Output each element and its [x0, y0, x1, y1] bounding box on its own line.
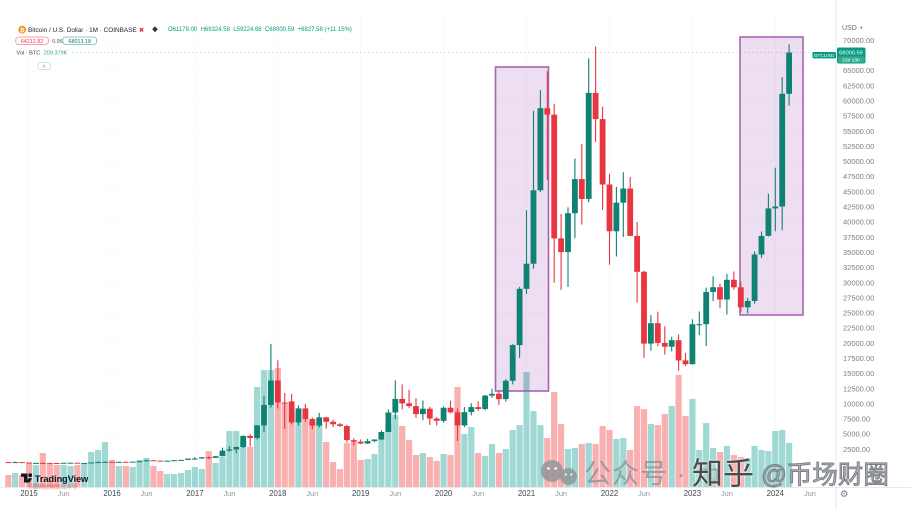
svg-text:˄: ˄	[43, 64, 46, 70]
svg-text:22500.00: 22500.00	[843, 324, 874, 333]
svg-text:2018: 2018	[269, 489, 286, 498]
svg-text:Jun: Jun	[472, 489, 484, 498]
svg-text:Vol · BTC: Vol · BTC	[16, 51, 40, 57]
svg-text:64212.82: 64212.82	[21, 39, 43, 45]
svg-text:2500.00: 2500.00	[843, 445, 870, 454]
svg-text:TradingView: TradingView	[35, 473, 89, 484]
svg-text:68013.18: 68013.18	[68, 39, 90, 45]
svg-text:2020: 2020	[435, 489, 453, 498]
svg-text:30000.00: 30000.00	[843, 278, 874, 287]
svg-text:Bitcoin / U.S. Dollar · 1M · C: Bitcoin / U.S. Dollar · 1M · COINBASE	[28, 27, 137, 34]
svg-text:Jun: Jun	[223, 489, 235, 498]
svg-text:57500.00: 57500.00	[843, 112, 874, 121]
svg-text:20000.00: 20000.00	[843, 339, 874, 348]
svg-text:45000.00: 45000.00	[843, 187, 874, 196]
svg-text:✖: ✖	[139, 27, 144, 34]
svg-text:27500.00: 27500.00	[843, 293, 874, 302]
svg-text:2021: 2021	[518, 489, 535, 498]
svg-text:0.96: 0.96	[52, 39, 63, 45]
svg-text:2016: 2016	[103, 489, 120, 498]
svg-text:60000.00: 60000.00	[843, 97, 874, 106]
svg-text:12500.00: 12500.00	[843, 384, 874, 393]
svg-text:Jun: Jun	[141, 489, 153, 498]
svg-text:₿: ₿	[20, 27, 25, 34]
svg-text:Jun: Jun	[306, 489, 318, 498]
svg-text:62500.00: 62500.00	[843, 81, 874, 90]
svg-text:O61178.00 H69324.58 L59224.6: O61178.00 H69324.58 L59224.68 C68000.59 …	[168, 27, 352, 33]
svg-text:50000.00: 50000.00	[843, 157, 874, 166]
svg-text:42500.00: 42500.00	[843, 203, 874, 212]
svg-text:15000.00: 15000.00	[843, 369, 874, 378]
svg-text:10000.00: 10000.00	[843, 399, 874, 408]
svg-text:65000.00: 65000.00	[843, 66, 874, 75]
svg-text:40000.00: 40000.00	[843, 218, 874, 227]
svg-text:Jun: Jun	[638, 489, 650, 498]
svg-text:▾: ▾	[860, 26, 863, 32]
svg-text:35000.00: 35000.00	[843, 248, 874, 257]
svg-text:55000.00: 55000.00	[843, 127, 874, 136]
svg-text:2024: 2024	[767, 489, 785, 498]
svg-text:Jun: Jun	[721, 489, 733, 498]
svg-text:47500.00: 47500.00	[843, 172, 874, 181]
svg-text:68000.59: 68000.59	[839, 51, 863, 57]
svg-text:公众号 · 币: 公众号 · 币	[584, 459, 723, 489]
svg-text:BTCUSD: BTCUSD	[814, 53, 835, 59]
svg-text:209.379K: 209.379K	[44, 51, 68, 57]
svg-text:23d 10h: 23d 10h	[842, 58, 860, 64]
svg-text:Jun: Jun	[58, 489, 70, 498]
svg-text:52500.00: 52500.00	[843, 142, 874, 151]
svg-text:币圈财经微信公众号: 币圈财经微信公众号	[27, 483, 78, 491]
svg-text:知乎: 知乎	[692, 457, 754, 492]
svg-text:2022: 2022	[601, 489, 618, 498]
svg-text:2015: 2015	[20, 489, 38, 498]
svg-text:25000.00: 25000.00	[843, 309, 874, 318]
svg-text:2023: 2023	[684, 489, 701, 498]
svg-text:⚙: ⚙	[840, 489, 849, 500]
svg-text:Jun: Jun	[555, 489, 567, 498]
svg-text:@币场财圈: @币场财圈	[761, 462, 889, 490]
svg-text:2019: 2019	[352, 489, 369, 498]
svg-text:5000.00: 5000.00	[843, 430, 870, 439]
svg-text:Jun: Jun	[804, 489, 816, 498]
svg-text:USD: USD	[842, 25, 857, 32]
svg-text:32500.00: 32500.00	[843, 263, 874, 272]
svg-text:Jun: Jun	[389, 489, 401, 498]
svg-text:7500.00: 7500.00	[843, 415, 870, 424]
svg-text:2017: 2017	[186, 489, 203, 498]
svg-text:37500.00: 37500.00	[843, 233, 874, 242]
svg-text:70000.00: 70000.00	[843, 36, 874, 45]
svg-text:17500.00: 17500.00	[843, 354, 874, 363]
